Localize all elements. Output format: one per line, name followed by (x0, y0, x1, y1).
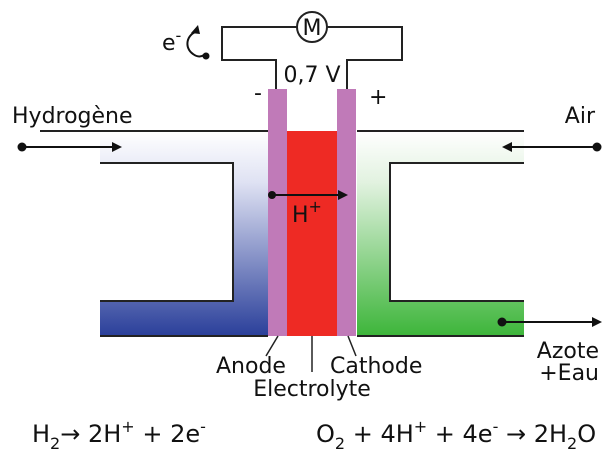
motor-circle (296, 11, 328, 43)
motor-label: M (303, 16, 322, 41)
air-channel (357, 131, 524, 336)
hydrogen-channel (100, 131, 268, 336)
cathode-label: Cathode (330, 354, 422, 379)
voltage-label: 0,7 V (283, 63, 340, 88)
channel-outlines (40, 130, 524, 337)
external-circuit (221, 26, 403, 89)
leader-lines (265, 335, 357, 372)
exhaust-label-line1: Azote (537, 339, 599, 364)
electrolyte-layer (287, 131, 337, 336)
plus-sign: + (369, 85, 387, 110)
electrolyte-label: Electrolyte (253, 377, 371, 402)
electron-dot-icon (202, 52, 210, 60)
hydrogen-label: Hydrogène (12, 104, 133, 129)
minus-sign: - (254, 81, 262, 106)
air-label: Air (565, 104, 596, 129)
cathode-equation: O2 + 4H+ + 4e- → 2H2O (316, 417, 596, 453)
anode-equation: H2→ 2H+ + 2e- (32, 417, 206, 453)
exhaust-label-line2: +Eau (539, 361, 599, 386)
proton-label: H+ (292, 197, 322, 228)
anode-electrode (268, 89, 287, 336)
anode-label: Anode (216, 354, 286, 379)
electron-flow-arrow-icon (186, 30, 205, 58)
cathode-electrode (337, 89, 356, 336)
electron-label: e- (162, 26, 181, 56)
electron-arrow-tip-icon (191, 25, 200, 34)
